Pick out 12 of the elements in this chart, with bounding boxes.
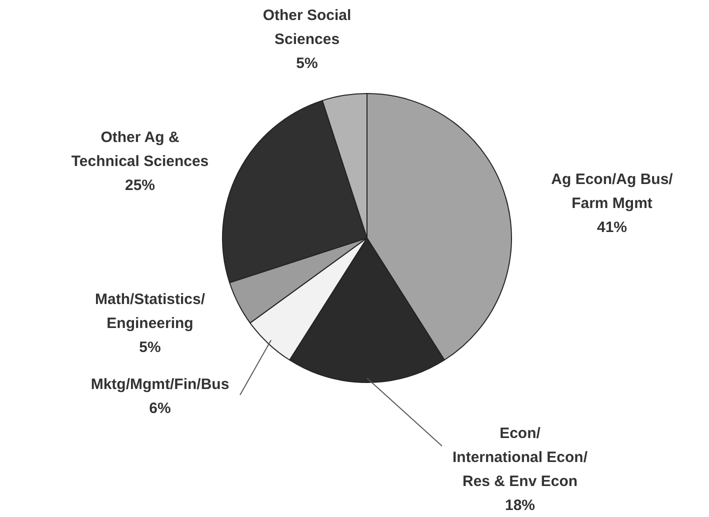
data-label: 25% [124, 177, 156, 194]
slice-label: Ag Econ/Ag Bus/ Farm Mgmt [551, 171, 674, 212]
slice-label: Math/Statistics/ Engineering [94, 291, 206, 332]
slice-label: Other Social Sciences [262, 7, 352, 48]
data-label: 5% [139, 339, 161, 356]
data-label: 18% [504, 497, 536, 514]
data-label: 5% [296, 55, 318, 72]
data-label: 41% [596, 219, 628, 236]
data-label: 6% [149, 400, 171, 418]
slice-label: Mktg/Mgmt/Fin/Bus [90, 376, 230, 394]
slice-label: Other Ag & Technical Sciences [71, 129, 209, 170]
slice-label: Econ/ International Econ/ Res & Env Econ [452, 425, 588, 490]
